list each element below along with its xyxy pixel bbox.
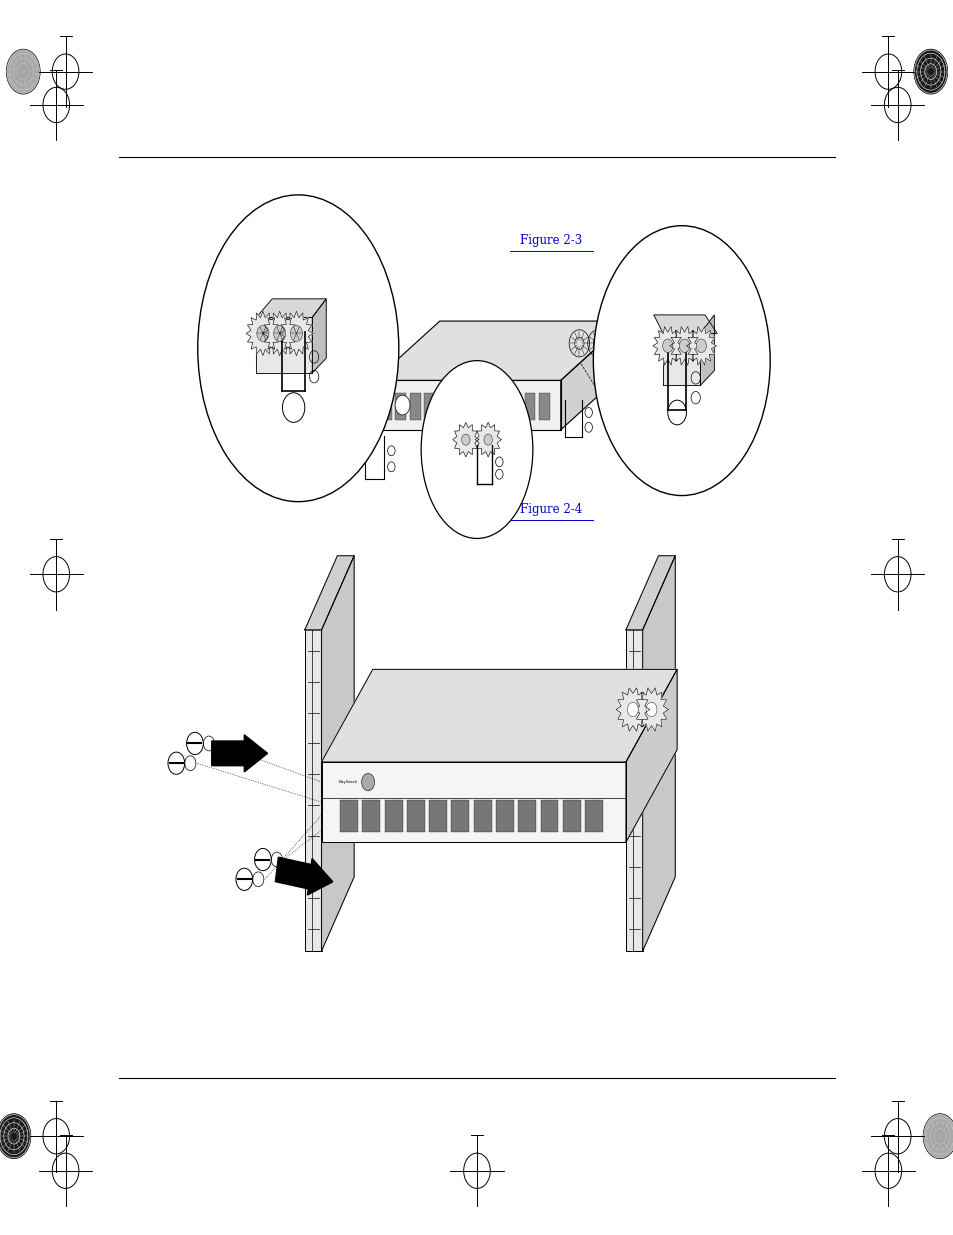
Circle shape [256,326,269,342]
Bar [496,393,506,420]
Polygon shape [686,326,716,366]
Circle shape [913,49,946,94]
Polygon shape [642,556,675,951]
Bar [625,630,642,951]
Polygon shape [312,299,326,373]
Polygon shape [256,299,326,317]
Bar [481,393,492,420]
Bar [474,800,491,832]
Bar [321,762,625,842]
Bar [517,800,536,832]
Bar [340,800,357,832]
Bar [438,393,449,420]
FancyArrow shape [212,735,267,772]
Circle shape [282,393,305,422]
Polygon shape [669,326,699,366]
Bar [410,393,420,420]
Ellipse shape [420,361,533,538]
Bar [510,393,520,420]
Bar [429,800,447,832]
Polygon shape [475,422,500,457]
Text: Figure 2-3: Figure 2-3 [519,233,582,247]
Polygon shape [246,311,279,356]
Bar [305,630,321,951]
Circle shape [395,395,410,415]
Bar [407,800,424,832]
Polygon shape [263,311,296,356]
Polygon shape [256,317,312,373]
Polygon shape [662,333,700,385]
Circle shape [361,773,375,790]
Bar [451,800,469,832]
Polygon shape [700,315,714,385]
Circle shape [667,400,686,425]
Circle shape [679,340,689,353]
Polygon shape [560,321,625,430]
Bar [584,800,602,832]
Circle shape [7,49,40,94]
Bar [538,393,549,420]
Polygon shape [652,326,682,366]
Bar [453,393,463,420]
Circle shape [0,1114,30,1158]
Ellipse shape [593,226,769,495]
Polygon shape [625,669,677,842]
Bar [467,393,477,420]
Bar [424,393,435,420]
Bar [540,800,558,832]
Circle shape [696,340,706,353]
Text: Figure 2-4: Figure 2-4 [519,503,582,516]
Ellipse shape [197,195,398,501]
Circle shape [645,703,657,716]
Polygon shape [305,556,354,630]
Bar [381,393,392,420]
Circle shape [627,703,638,716]
Bar [562,800,580,832]
FancyArrow shape [275,857,333,895]
Polygon shape [453,422,478,457]
Polygon shape [321,669,677,762]
Circle shape [290,326,302,342]
Polygon shape [616,688,649,731]
Polygon shape [653,315,717,333]
Polygon shape [279,311,313,356]
Text: BayStack: BayStack [338,781,357,784]
Bar [524,393,535,420]
Bar [395,393,406,420]
Circle shape [461,435,470,446]
Bar [362,800,380,832]
Polygon shape [625,556,675,630]
Polygon shape [375,380,560,430]
Polygon shape [634,688,667,731]
Polygon shape [375,321,625,380]
Circle shape [923,1114,953,1158]
Bar [384,800,402,832]
Bar [496,800,514,832]
Circle shape [483,435,492,446]
Polygon shape [321,556,354,951]
Circle shape [274,326,286,342]
Circle shape [662,340,672,353]
